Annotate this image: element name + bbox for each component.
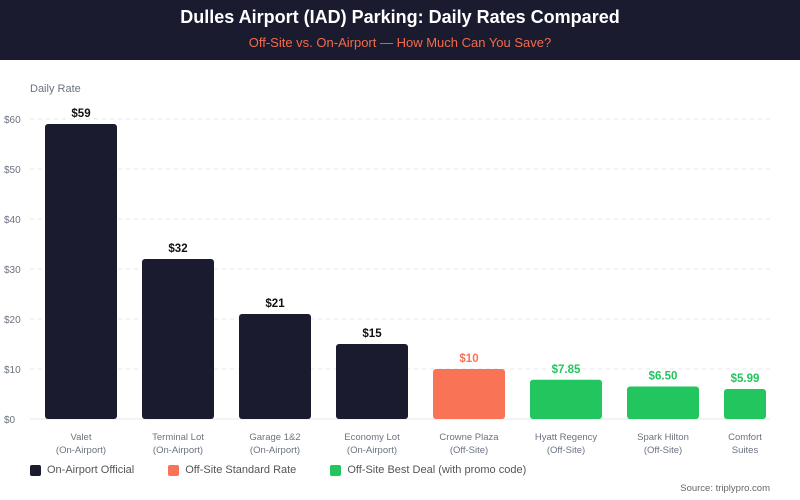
x-tick-label: Comfort <box>728 432 762 443</box>
legend-item-on-airport: On-Airport Official <box>30 464 134 476</box>
chart-subtitle: Off-Site vs. On-Airport — How Much Can Y… <box>248 35 552 50</box>
chart-header: Dulles Airport (IAD) Parking: Daily Rate… <box>0 0 800 60</box>
x-tick-label: Terminal Lot <box>152 432 204 443</box>
value-label: $5.99 <box>731 373 760 385</box>
legend-item-off-site-standard: Off-Site Standard Rate <box>168 464 296 476</box>
x-tick-label: Crowne Plaza <box>439 432 499 443</box>
x-tick-sublabel: (Off-Site) <box>547 445 585 456</box>
value-label: $15 <box>362 328 382 340</box>
y-tick-label: $10 <box>4 365 21 376</box>
y-tick-label: $0 <box>4 415 16 426</box>
x-tick-sublabel: Suites <box>732 445 759 456</box>
legend-swatch <box>30 464 41 476</box>
x-tick-sublabel: (Off-Site) <box>644 445 682 456</box>
bar <box>530 379 602 419</box>
source-note: Source: triplypro.com <box>680 483 770 494</box>
value-label: $21 <box>265 298 285 310</box>
bar <box>239 314 311 419</box>
x-tick-label: Spark Hilton <box>637 432 689 443</box>
y-tick-label: $20 <box>4 315 21 326</box>
x-tick-sublabel: (On-Airport) <box>250 445 300 456</box>
x-tick-label: Economy Lot <box>344 432 400 443</box>
bar <box>45 124 117 419</box>
y-axis-label: Daily Rate <box>30 83 81 95</box>
x-tick-sublabel: (On-Airport) <box>153 445 203 456</box>
x-tick-label: Valet <box>71 432 92 443</box>
legend-item-off-site-best: Off-Site Best Deal (with promo code) <box>330 464 526 476</box>
y-tick-label: $40 <box>4 215 21 226</box>
legend-swatch <box>330 464 342 476</box>
bar <box>627 386 699 419</box>
y-tick-label: $30 <box>4 265 21 276</box>
value-label: $32 <box>168 243 187 255</box>
bar <box>336 344 408 419</box>
legend-label: Off-Site Standard Rate <box>185 464 297 476</box>
value-label: $7.85 <box>552 364 581 376</box>
bar <box>433 369 505 419</box>
bar <box>142 259 214 419</box>
x-tick-label: Hyatt Regency <box>535 432 598 443</box>
legend-label: Off-Site Best Deal (with promo code) <box>347 464 527 476</box>
value-label: $6.50 <box>649 371 678 383</box>
value-label: $59 <box>71 108 90 120</box>
y-tick-label: $60 <box>4 115 21 126</box>
x-tick-sublabel: (On-Airport) <box>56 445 106 456</box>
y-tick-label: $50 <box>4 165 21 176</box>
legend: On-Airport Official Off-Site Standard Ra… <box>30 464 526 476</box>
chart-title: Dulles Airport (IAD) Parking: Daily Rate… <box>180 7 620 27</box>
x-tick-label: Garage 1&2 <box>249 432 300 443</box>
value-label: $10 <box>459 353 478 365</box>
legend-swatch <box>168 464 180 476</box>
legend-label: On-Airport Official <box>47 464 135 476</box>
x-tick-sublabel: (On-Airport) <box>347 445 397 456</box>
bar-chart: Daily Rate $0 $10 $20 $30 $40 $50 $60 $59 Valet (O… <box>4 83 770 456</box>
x-tick-sublabel: (Off-Site) <box>450 445 488 456</box>
bar <box>724 389 766 419</box>
